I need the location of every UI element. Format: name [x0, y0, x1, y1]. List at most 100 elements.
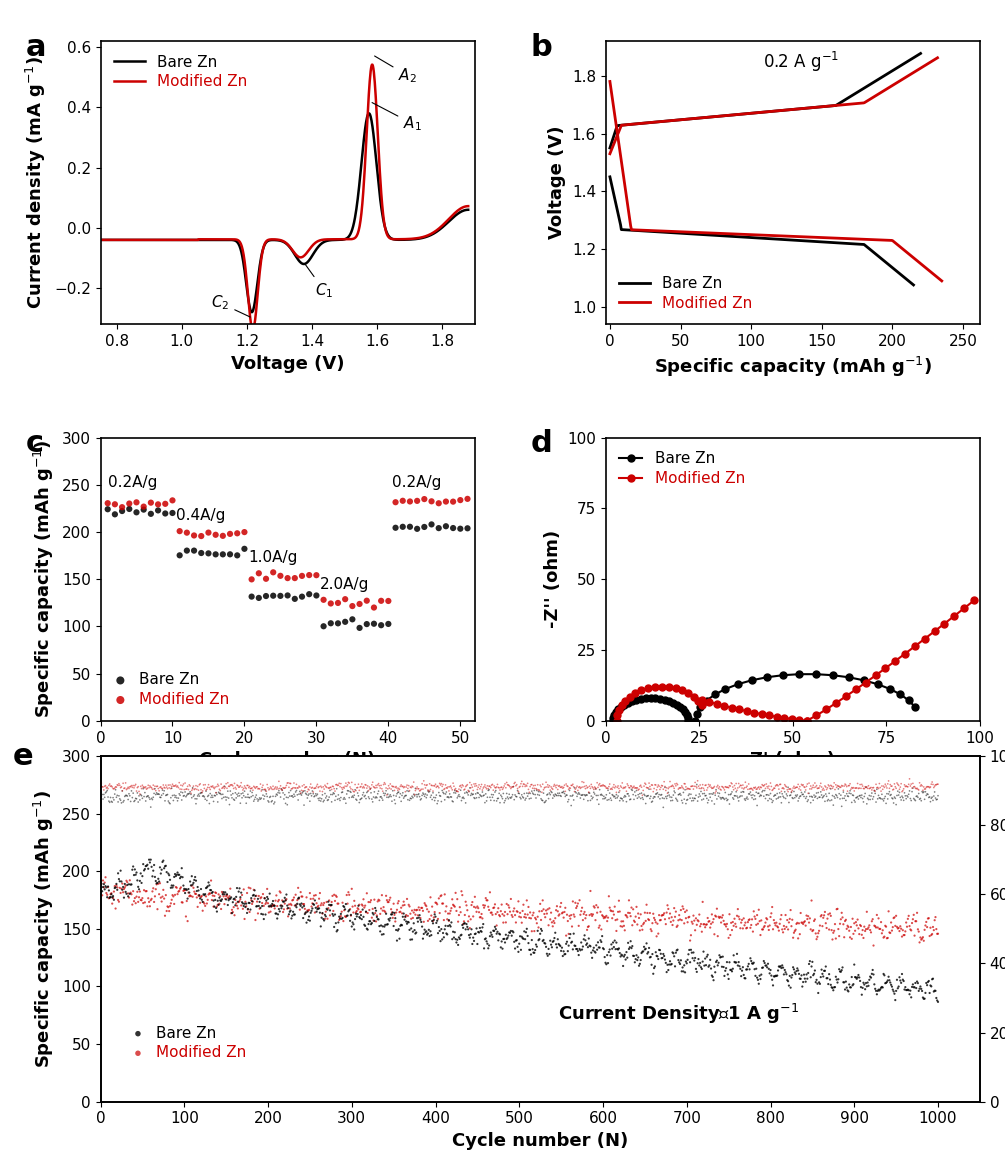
Modified Zn — [100, 888, 117, 907]
Point — [231, 777, 247, 796]
Point — [587, 779, 603, 798]
Point — [216, 777, 232, 796]
Modified Zn — [285, 891, 302, 909]
Point — [196, 786, 212, 805]
Modified Zn — [388, 904, 404, 922]
Bare Zn — [286, 905, 303, 924]
Modified Zn — [525, 906, 541, 925]
Point — [449, 789, 465, 808]
Point — [708, 781, 724, 799]
Bare Zn — [110, 880, 126, 899]
Point — [593, 776, 609, 795]
Point — [462, 778, 478, 797]
Point — [654, 789, 670, 808]
Point — [881, 782, 897, 800]
Point — [297, 784, 314, 803]
Point — [276, 779, 292, 798]
Modified Zn — [391, 892, 407, 911]
Point — [706, 784, 722, 803]
Bare Zn — [221, 890, 237, 908]
Point — [124, 776, 140, 795]
Point — [714, 777, 730, 796]
Modified Zn — [731, 907, 747, 926]
Point — [690, 788, 707, 806]
Point — [206, 786, 222, 805]
Point — [118, 786, 134, 805]
Bare Zn — [436, 928, 452, 947]
Bare Zn — [193, 880, 209, 899]
Bare Zn — [723, 961, 739, 980]
Point — [789, 785, 805, 804]
Modified Zn — [821, 920, 837, 939]
Bare Zn — [274, 897, 290, 915]
Bare Zn — [117, 233, 129, 247]
Point — [476, 785, 492, 804]
Bare Zn — [603, 935, 619, 954]
Point — [292, 784, 309, 803]
Point — [866, 781, 882, 799]
Bare Zn — [734, 961, 750, 980]
Point — [191, 776, 207, 795]
Modified Zn — [542, 899, 558, 918]
Bare Zn — [309, 586, 325, 605]
Modified Zn — [410, 906, 426, 925]
Bare Zn — [260, 890, 276, 908]
Point — [792, 788, 808, 806]
Point — [350, 778, 366, 797]
Bare Zn — [323, 614, 339, 633]
Point — [619, 784, 635, 803]
Modified Zn — [459, 901, 475, 920]
Modified Zn — [143, 891, 159, 909]
Point — [179, 779, 195, 798]
Point — [187, 790, 203, 809]
Modified Zn — [532, 902, 548, 921]
Modified Zn — [316, 591, 332, 609]
Bare Zn — [171, 865, 187, 884]
Point — [889, 782, 906, 800]
Point — [234, 778, 250, 797]
Modified Zn — [419, 900, 435, 919]
Point — [690, 777, 707, 796]
Bare Zn — [774, 959, 790, 977]
Point — [813, 783, 829, 802]
Bare Zn — [193, 544, 209, 563]
Modified Zn — [500, 895, 517, 914]
Point — [317, 784, 333, 803]
Point — [391, 783, 407, 802]
Modified Zn — [225, 902, 241, 921]
Bare Zn — [676, 956, 692, 975]
Point — [103, 788, 119, 806]
Modified Zn — [694, 893, 711, 912]
Point — [655, 779, 671, 798]
Bare Zn — [170, 863, 186, 881]
Bare Zn — [404, 931, 420, 949]
Bare Zn — [930, 992, 946, 1010]
Point — [354, 775, 370, 793]
Bare Zn — [358, 902, 374, 921]
Point — [166, 777, 182, 796]
Point — [691, 779, 708, 798]
Point — [871, 775, 887, 793]
Point — [151, 785, 167, 804]
Modified Zn — [864, 909, 880, 928]
Point — [792, 777, 808, 796]
Modified Zn — [739, 919, 755, 938]
Point — [374, 779, 390, 798]
Modified Zn — [621, 891, 637, 909]
Point — [299, 782, 316, 800]
Point — [110, 786, 126, 805]
Modified Zn — [533, 894, 549, 913]
Modified Zn — [185, 887, 201, 906]
Modified Zn — [583, 881, 599, 900]
Point — [887, 777, 903, 796]
X-axis label: Cycle number (N): Cycle number (N) — [199, 751, 376, 769]
Point — [608, 783, 624, 802]
Point — [627, 778, 644, 797]
Modified Zn — [496, 906, 513, 925]
Point — [502, 777, 519, 796]
Point — [430, 777, 446, 796]
Bare Zn — [609, 940, 625, 959]
Bare Zn — [135, 867, 151, 886]
Point — [926, 778, 942, 797]
Point — [201, 778, 217, 797]
